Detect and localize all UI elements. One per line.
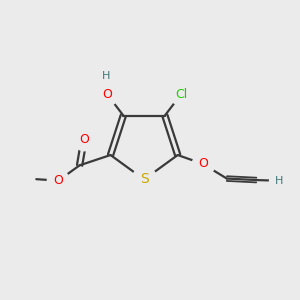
Text: H: H [274, 176, 283, 186]
Text: S: S [140, 172, 148, 186]
Text: O: O [102, 88, 112, 101]
Text: H: H [101, 71, 110, 81]
Text: O: O [198, 158, 208, 170]
Text: O: O [53, 174, 63, 187]
Text: Cl: Cl [175, 88, 187, 101]
Text: O: O [79, 133, 89, 146]
